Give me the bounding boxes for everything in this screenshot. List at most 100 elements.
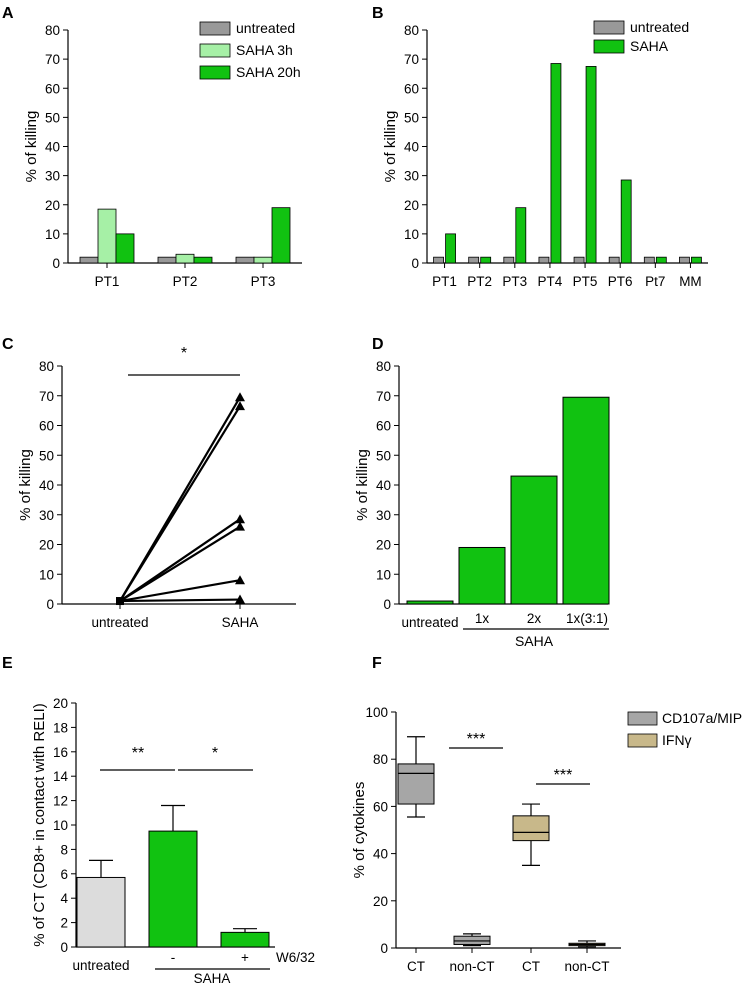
y-tick-label: 80 [404,23,419,38]
bar-pt6-0 [608,256,620,264]
legend-swatch [199,65,231,80]
y-tick-label: 10 [376,567,391,582]
y-tick-label: 8 [60,842,68,857]
y-tick-label: 6 [60,867,68,882]
untreated-marker [116,597,124,606]
bar-pt3-1 [515,207,527,264]
legend-label: untreated [630,19,689,35]
bar-pt2-1 [480,256,492,264]
bar-pt4-0 [538,256,550,264]
x-tick-label: Pt7 [645,274,665,289]
chart-panel-a: 0 10 20 30 40 50 60 70 80 % of killing PT1 PT2 PT3 un… [23,20,302,289]
y-tick-label: 10 [404,227,419,242]
y-tick-label: 0 [383,597,391,612]
x-tick-label: 1x(3:1) [566,611,608,626]
legend-label: IFNγ [662,732,692,748]
saha-marker [235,594,245,604]
significance-star: * [181,345,187,362]
bar-pt3-1 [253,256,273,264]
x-tick-label: PT1 [95,274,120,289]
pair-line [119,579,241,603]
y-axis-label: % of cytokines [351,782,368,879]
saha-marker [235,521,245,531]
bar-pt2-0 [157,256,177,264]
bar-pt1-0 [79,256,99,264]
significance-star: * [212,745,218,762]
bar-pt5-0 [573,256,585,264]
bar-pt2-0 [468,256,480,264]
legend-label: CD107a/MIP1β [662,710,742,726]
y-axis-label: % of killing [17,449,34,521]
y-tick-label: 20 [373,894,388,909]
y-tick-label: 40 [404,140,419,155]
chart-panel-e: 0 2 4 6 8 10 12 14 16 18 20 % of CT (CD8+ in contac… [31,696,315,985]
y-tick-label: 0 [52,256,60,271]
x-tick-label: non-CT [564,959,609,974]
y-tick-label: 60 [39,419,54,434]
pair-line [119,525,241,602]
y-tick-label: 70 [376,389,391,404]
panel-label-a: A [2,5,14,22]
saha-group-label: SAHA [194,971,231,985]
y-tick-label: 20 [39,538,54,553]
bar-2 [220,931,270,948]
bar-pt7-1 [655,256,667,264]
y-tick-label: 12 [53,794,68,809]
x-tick-label: PT1 [432,274,457,289]
y-tick-label: 0 [380,941,388,956]
x-tick-label: SAHA [222,615,259,630]
y-tick-label: 2 [60,916,68,931]
y-tick-label: 10 [45,227,60,242]
legend-swatch [593,39,625,54]
y-tick-label: 30 [404,169,419,184]
x-tick-label: PT3 [251,274,276,289]
y-tick-label: 10 [53,818,68,833]
y-tick-label: 20 [376,538,391,553]
x-tick-label: 1x [475,611,490,626]
bar-pt2-1 [175,253,195,264]
bar-pt1-1 [97,208,117,264]
y-tick-label: 16 [53,745,68,760]
bar-0 [76,876,126,948]
legend-label: SAHA 20h [236,64,301,80]
y-axis-label: % of killing [382,111,399,183]
y-tick-label: 40 [45,140,60,155]
y-tick-label: 20 [404,198,419,213]
y-tick-label: 20 [53,696,68,711]
saha-marker [235,514,245,524]
box-2 [512,815,550,842]
y-tick-label: 0 [60,940,68,955]
saha-marker [235,401,245,411]
x-tick-label: MM [679,274,702,289]
pair-line [119,405,241,602]
y-axis-label: % of killing [23,111,40,183]
y-tick-label: 80 [373,752,388,767]
y-tick-label: 18 [53,720,68,735]
y-tick-label: 40 [376,478,391,493]
y-tick-label: 0 [46,597,54,612]
significance-stars: *** [467,731,486,748]
legend-label: SAHA [630,38,669,54]
panel-label-f: F [372,655,382,672]
bar-untreated [406,600,454,605]
panel-label-c: C [2,336,14,353]
bar-2x [510,475,558,605]
bar-pt1-2 [115,233,135,264]
y-tick-label: 100 [365,705,388,720]
x-tick-label: - [171,950,176,965]
legend-swatch [627,711,658,726]
saha-group-label: SAHA [515,633,554,649]
y-tick-label: 50 [39,448,54,463]
y-tick-label: 20 [45,198,60,213]
x-tick-label: non-CT [449,959,494,974]
bar-pt2-2 [193,256,213,264]
y-tick-label: 10 [39,567,54,582]
y-tick-label: 14 [53,769,69,784]
x-tick-label: 2x [527,611,542,626]
bar-pt3-0 [235,256,255,264]
significance-stars: *** [554,767,573,784]
x-tick-label: CT [407,959,425,974]
y-axis-label: % of CT (CD8+ in contact with RELI) [31,703,48,947]
bar-pt1-1 [445,233,456,264]
y-tick-label: 80 [39,359,54,374]
